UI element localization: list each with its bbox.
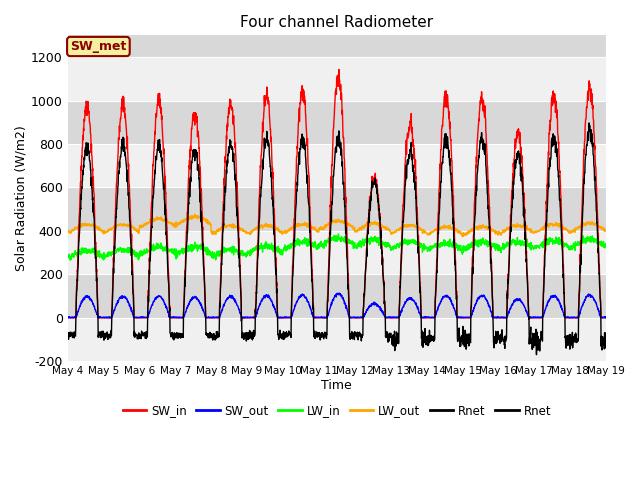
SW_out [335, 290, 343, 296]
Rnet [532, 352, 540, 358]
LW_out [214, 228, 222, 233]
Line: LW_out: LW_out [67, 214, 606, 237]
SW_in [63, 315, 71, 321]
Line: SW_in: SW_in [67, 70, 606, 318]
SW_in [493, 315, 501, 321]
LW_in [67, 257, 74, 263]
Rnet [214, 333, 221, 339]
Line: Rnet: Rnet [67, 123, 606, 355]
SW_out [555, 299, 563, 304]
SW_in [335, 67, 343, 72]
Rnet [570, 339, 577, 345]
SW_out [570, 314, 578, 320]
SW_out [365, 305, 372, 311]
Rnet [63, 335, 71, 341]
SW_out [214, 315, 222, 321]
Bar [67, 36, 606, 57]
LW_out [602, 228, 610, 233]
Rnet [493, 330, 501, 336]
Rnet [364, 231, 372, 237]
Text: SW_met: SW_met [70, 40, 127, 53]
Bar [67, 57, 606, 100]
LW_in [555, 235, 563, 240]
LW_in [493, 246, 501, 252]
Y-axis label: Solar Radiation (W/m2): Solar Radiation (W/m2) [15, 125, 28, 271]
Bar [67, 188, 606, 231]
SW_out [602, 315, 610, 321]
Bar [67, 318, 606, 361]
Line: SW_out: SW_out [67, 293, 606, 318]
SW_in [602, 315, 610, 321]
Bar [67, 275, 606, 318]
LW_in [63, 254, 71, 260]
LW_in [570, 244, 578, 250]
LW_out [458, 234, 466, 240]
LW_out [353, 229, 360, 235]
LW_in [353, 244, 360, 250]
SW_out [65, 315, 72, 321]
SW_in [214, 315, 221, 321]
LW_out [570, 228, 578, 234]
Line: LW_in: LW_in [67, 234, 606, 260]
Rnet [352, 331, 360, 337]
LW_in [365, 239, 372, 244]
Legend: SW_in, SW_out, LW_in, LW_out, Rnet, Rnet: SW_in, SW_out, LW_in, LW_out, Rnet, Rnet [118, 400, 556, 422]
LW_in [214, 251, 222, 256]
SW_in [364, 226, 372, 231]
SW_out [63, 314, 71, 320]
Title: Four channel Radiometer: Four channel Radiometer [240, 15, 433, 30]
Rnet [602, 330, 610, 336]
LW_out [364, 222, 372, 228]
Bar [67, 231, 606, 275]
LW_out [191, 211, 198, 217]
Bar [67, 100, 606, 144]
SW_out [493, 314, 501, 320]
LW_out [493, 231, 501, 237]
SW_in [555, 139, 563, 145]
LW_out [63, 229, 71, 235]
SW_in [570, 315, 577, 321]
Rnet [585, 120, 593, 126]
Rnet [555, 172, 563, 178]
SW_out [353, 315, 360, 321]
Bar [67, 144, 606, 188]
LW_in [602, 242, 610, 248]
LW_out [555, 220, 563, 226]
LW_in [335, 231, 342, 237]
X-axis label: Time: Time [321, 379, 352, 392]
SW_in [353, 315, 360, 321]
